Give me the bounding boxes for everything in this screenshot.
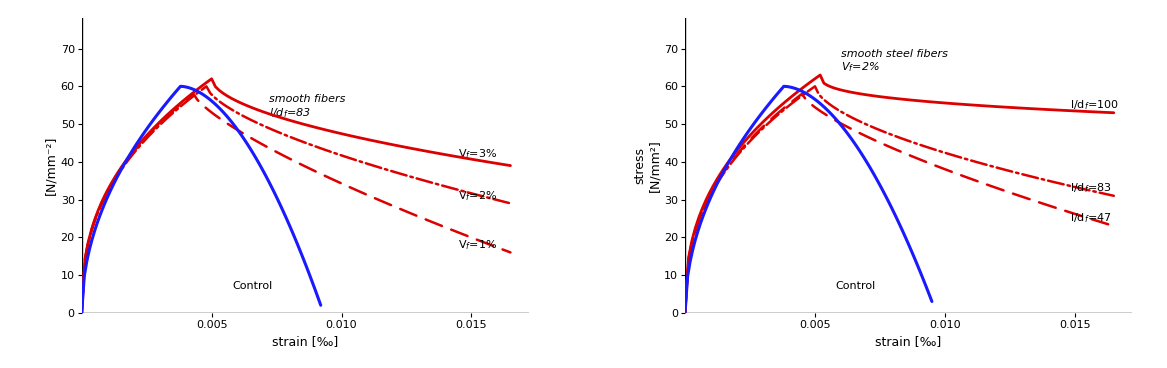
Y-axis label: stress
[N/mm²]: stress [N/mm²] (634, 139, 662, 192)
Text: l/d$_f$=83: l/d$_f$=83 (1070, 181, 1111, 195)
Text: smooth steel fibers
V$_f$=2%: smooth steel fibers V$_f$=2% (841, 49, 948, 74)
Y-axis label: [N/mm⁻²]: [N/mm⁻²] (44, 136, 58, 195)
X-axis label: strain [‰]: strain [‰] (272, 335, 338, 348)
Text: l/d$_f$=100: l/d$_f$=100 (1070, 98, 1118, 112)
Text: Control: Control (232, 282, 273, 291)
X-axis label: strain [‰]: strain [‰] (875, 335, 942, 348)
Text: V$_f$=1%: V$_f$=1% (459, 238, 497, 252)
Text: V$_f$=3%: V$_f$=3% (459, 147, 497, 161)
Text: smooth fibers
l/d$_f$=83: smooth fibers l/d$_f$=83 (268, 94, 345, 120)
Text: V$_f$=2%: V$_f$=2% (459, 189, 497, 203)
Text: Control: Control (836, 282, 876, 291)
Text: l/d$_f$=47: l/d$_f$=47 (1070, 212, 1111, 225)
